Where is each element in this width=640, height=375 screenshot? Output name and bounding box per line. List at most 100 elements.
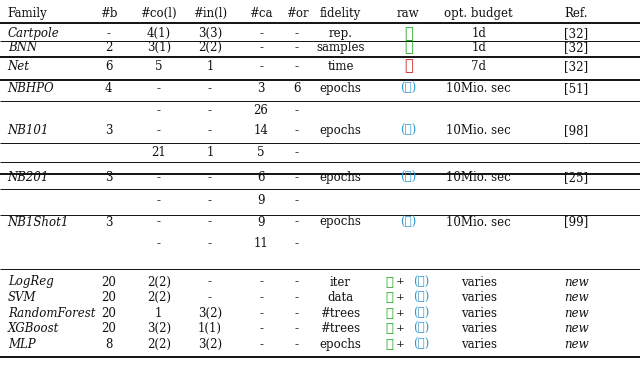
Text: -: -: [208, 124, 212, 137]
Text: 7d: 7d: [471, 60, 486, 73]
Text: -: -: [208, 276, 212, 288]
Text: 3(2): 3(2): [147, 322, 171, 335]
Text: ✓: ✓: [385, 307, 393, 320]
Text: -: -: [259, 322, 263, 335]
Text: #trees: #trees: [321, 322, 360, 335]
Text: (✓): (✓): [413, 291, 429, 304]
Text: 6: 6: [293, 82, 301, 95]
Text: NB201: NB201: [8, 171, 49, 184]
Text: -: -: [295, 104, 299, 117]
Text: Cartpole: Cartpole: [8, 27, 60, 40]
Text: -: -: [208, 194, 212, 207]
Text: 3(2): 3(2): [198, 307, 222, 320]
Text: opt. budget: opt. budget: [444, 8, 513, 20]
Text: 5: 5: [155, 60, 163, 73]
Text: 3(3): 3(3): [198, 27, 222, 40]
Text: 9: 9: [257, 216, 265, 228]
Text: [32]: [32]: [564, 27, 588, 40]
Text: samples: samples: [316, 41, 365, 54]
Text: 1: 1: [155, 307, 163, 320]
Text: +: +: [396, 278, 405, 286]
Text: -: -: [295, 27, 299, 40]
Text: varies: varies: [461, 291, 497, 304]
Text: 4: 4: [105, 82, 113, 95]
Text: epochs: epochs: [319, 338, 362, 351]
Text: -: -: [208, 171, 212, 184]
Text: 20: 20: [101, 276, 116, 288]
Text: [98]: [98]: [564, 124, 588, 137]
Text: LogReg: LogReg: [8, 276, 53, 288]
Text: 5: 5: [257, 146, 265, 159]
Text: -: -: [295, 322, 299, 335]
Text: -: -: [295, 338, 299, 351]
Text: -: -: [157, 237, 161, 250]
Text: -: -: [295, 146, 299, 159]
Text: -: -: [259, 60, 263, 73]
Text: MLP: MLP: [8, 338, 35, 351]
Text: -: -: [259, 276, 263, 288]
Text: ✓: ✓: [385, 291, 393, 304]
Text: (✓): (✓): [413, 338, 429, 351]
Text: NB1Shot1: NB1Shot1: [8, 216, 69, 228]
Text: 2(2): 2(2): [147, 291, 171, 304]
Text: ✓: ✓: [385, 322, 393, 335]
Text: 3: 3: [105, 124, 113, 137]
Text: -: -: [208, 237, 212, 250]
Text: 14: 14: [253, 124, 269, 137]
Text: 9: 9: [257, 194, 265, 207]
Text: 10Mio. sec: 10Mio. sec: [446, 216, 511, 228]
Text: +: +: [396, 340, 405, 349]
Text: -: -: [295, 41, 299, 54]
Text: (✓): (✓): [400, 216, 417, 228]
Text: -: -: [157, 104, 161, 117]
Text: iter: iter: [330, 276, 351, 288]
Text: 6: 6: [105, 60, 113, 73]
Text: ✓: ✓: [404, 40, 413, 55]
Text: -: -: [295, 307, 299, 320]
Text: Ref.: Ref.: [564, 8, 588, 20]
Text: varies: varies: [461, 322, 497, 335]
Text: -: -: [295, 237, 299, 250]
Text: ✓: ✓: [385, 338, 393, 351]
Text: 10Mio. sec: 10Mio. sec: [446, 171, 511, 184]
Text: -: -: [295, 124, 299, 137]
Text: -: -: [295, 194, 299, 207]
Text: varies: varies: [461, 276, 497, 288]
Text: -: -: [295, 276, 299, 288]
Text: ✗: ✗: [404, 59, 413, 74]
Text: -: -: [295, 171, 299, 184]
Text: Family: Family: [8, 8, 47, 20]
Text: +: +: [396, 324, 405, 333]
Text: epochs: epochs: [319, 82, 362, 95]
Text: 11: 11: [253, 237, 269, 250]
Text: epochs: epochs: [319, 124, 362, 137]
Text: #b: #b: [100, 8, 118, 20]
Text: 2(2): 2(2): [147, 338, 171, 351]
Text: BNN: BNN: [8, 41, 37, 54]
Text: 1(1): 1(1): [198, 322, 222, 335]
Text: Net: Net: [8, 60, 29, 73]
Text: varies: varies: [461, 307, 497, 320]
Text: -: -: [157, 216, 161, 228]
Text: -: -: [259, 338, 263, 351]
Text: -: -: [208, 216, 212, 228]
Text: -: -: [157, 194, 161, 207]
Text: 2(2): 2(2): [198, 41, 222, 54]
Text: +: +: [396, 293, 405, 302]
Text: #ca: #ca: [250, 8, 273, 20]
Text: fidelity: fidelity: [320, 8, 361, 20]
Text: new: new: [564, 276, 588, 288]
Text: 3(2): 3(2): [198, 338, 222, 351]
Text: #trees: #trees: [321, 307, 360, 320]
Text: epochs: epochs: [319, 171, 362, 184]
Text: SVM: SVM: [8, 291, 36, 304]
Text: XGBoost: XGBoost: [8, 322, 59, 335]
Text: -: -: [157, 171, 161, 184]
Text: 3: 3: [105, 216, 113, 228]
Text: 3: 3: [257, 82, 265, 95]
Text: new: new: [564, 307, 588, 320]
Text: new: new: [564, 291, 588, 304]
Text: #or: #or: [285, 8, 308, 20]
Text: #co(l): #co(l): [140, 8, 177, 20]
Text: -: -: [259, 27, 263, 40]
